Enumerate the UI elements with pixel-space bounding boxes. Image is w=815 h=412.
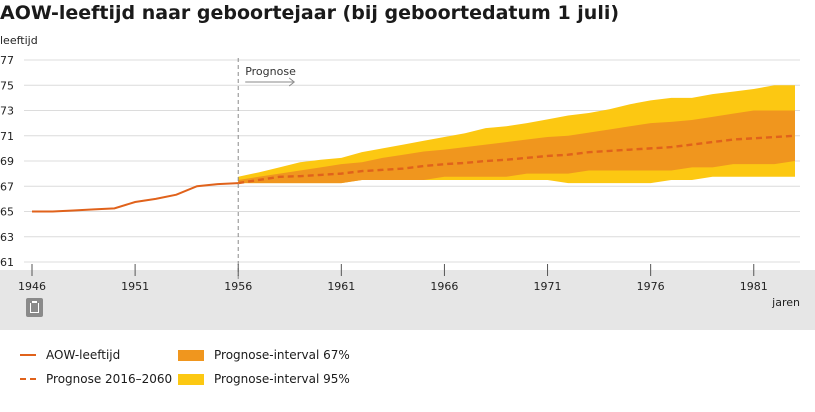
legend-item-prognose: Prognose 2016–2060 bbox=[20, 372, 172, 386]
legend-item-aow: AOW-leeftijd bbox=[20, 348, 120, 362]
cbs-icon bbox=[26, 298, 43, 317]
series-lines bbox=[32, 134, 796, 213]
legend-swatch-band95 bbox=[178, 373, 204, 385]
y-tick-label-73: 73 bbox=[0, 105, 14, 118]
prognose-label: Prognose bbox=[245, 65, 296, 78]
y-tick-label-77: 77 bbox=[0, 54, 14, 67]
y-tick-label-71: 71 bbox=[0, 130, 14, 143]
legend-label-band95: Prognose-interval 95% bbox=[214, 372, 350, 386]
x-tick-label-1956: 1956 bbox=[224, 280, 252, 293]
x-tick-label-1961: 1961 bbox=[327, 280, 355, 293]
legend-label-band67: Prognose-interval 67% bbox=[214, 348, 350, 362]
x-tick-label-1981: 1981 bbox=[740, 280, 768, 293]
y-tick-label-61: 61 bbox=[0, 256, 14, 269]
y-tick-label-67: 67 bbox=[0, 180, 14, 193]
legend-swatch-aow bbox=[20, 354, 36, 356]
legend-swatch-band67 bbox=[178, 349, 204, 361]
chart-title: AOW-leeftijd naar geboortejaar (bij gebo… bbox=[0, 2, 620, 24]
x-tick-label-1971: 1971 bbox=[534, 280, 562, 293]
series-prognose-line bbox=[238, 134, 796, 185]
x-tick-label-1976: 1976 bbox=[637, 280, 665, 293]
grid-lines bbox=[24, 59, 800, 263]
x-axis-band bbox=[0, 270, 815, 330]
prognose-arrow-head bbox=[288, 77, 296, 87]
legend: AOW-leeftijd Prognose 2016–2060 Prognose… bbox=[0, 340, 815, 400]
x-tick-label-1951: 1951 bbox=[121, 280, 149, 293]
axes: 61 63 65 67 69 71 73 75 77 leeftijd Prognose 1946 19… bbox=[0, 34, 800, 309]
legend-swatch-prognose bbox=[20, 378, 36, 380]
x-tick-label-1946: 1946 bbox=[18, 280, 46, 293]
band-67 bbox=[238, 110, 796, 184]
legend-item-band67: Prognose-interval 67% bbox=[178, 348, 350, 362]
prognosis-bands bbox=[238, 85, 796, 184]
y-tick-label-65: 65 bbox=[0, 206, 14, 219]
legend-item-band95: Prognose-interval 95% bbox=[178, 372, 350, 386]
x-tick-label-1966: 1966 bbox=[430, 280, 458, 293]
y-axis-label: leeftijd bbox=[0, 34, 38, 47]
y-tick-label-69: 69 bbox=[0, 155, 14, 168]
legend-label-prognose: Prognose 2016–2060 bbox=[46, 372, 173, 386]
y-tick-label-63: 63 bbox=[0, 231, 14, 244]
series-aow-line bbox=[32, 182, 239, 213]
legend-label-aow: AOW-leeftijd bbox=[46, 348, 121, 362]
x-axis-label: jaren bbox=[771, 296, 800, 309]
y-tick-label-75: 75 bbox=[0, 79, 14, 92]
